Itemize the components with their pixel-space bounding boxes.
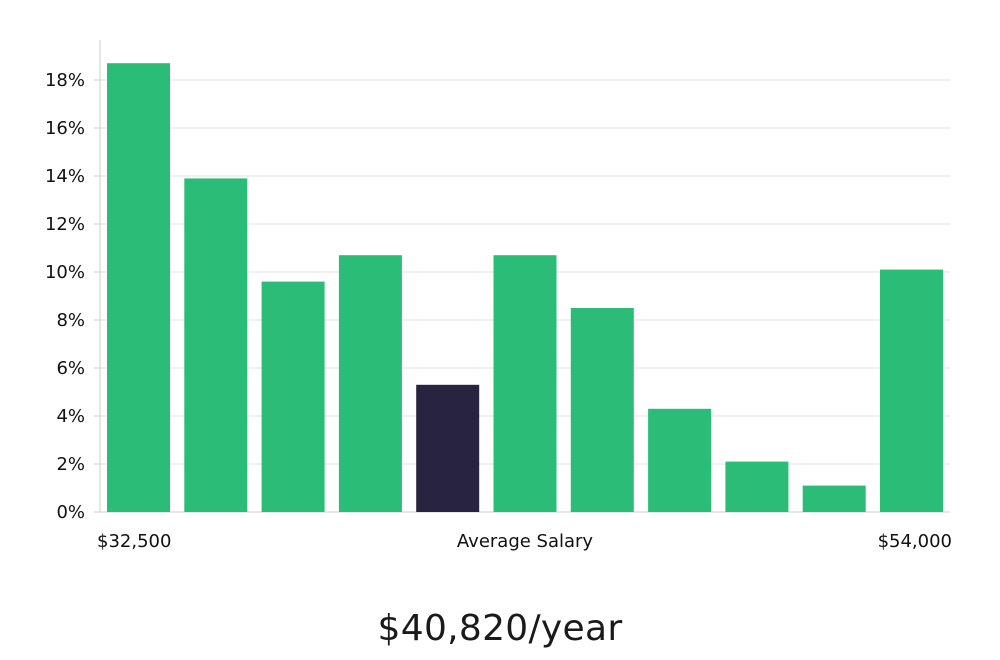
y-tick-label: 18%: [45, 70, 85, 91]
bar: [570, 308, 634, 512]
y-axis-ticks: 0% 2% 4% 6% 8% 10% 12% 14% 16% 18%: [45, 70, 100, 523]
y-tick-label: 14%: [45, 166, 85, 187]
bar: [338, 255, 402, 512]
y-tick-label: 12%: [45, 214, 85, 235]
bar: [493, 255, 557, 512]
x-label-min: $32,500: [97, 531, 171, 552]
bar: [261, 281, 325, 512]
bar-average-salary: [416, 384, 480, 512]
y-tick-label: 10%: [45, 262, 85, 283]
bar: [880, 269, 943, 512]
y-tick-label: 16%: [45, 118, 85, 139]
y-tick-label: 2%: [56, 454, 85, 475]
y-tick-label: 0%: [56, 502, 85, 523]
y-tick-label: 4%: [56, 406, 85, 427]
x-label-average: Average Salary: [457, 531, 594, 552]
average-salary-value: $40,820/year: [377, 608, 623, 649]
bars: [107, 63, 943, 512]
bar: [107, 63, 170, 512]
bar: [648, 408, 712, 512]
bar: [802, 485, 866, 512]
bar: [725, 461, 789, 512]
y-tick-label: 8%: [56, 310, 85, 331]
y-tick-label: 6%: [56, 358, 85, 379]
salary-histogram: 0% 2% 4% 6% 8% 10% 12% 14% 16% 18% $32,500 Averag…: [45, 40, 952, 552]
bar: [184, 178, 248, 512]
x-label-max: $54,000: [878, 531, 952, 552]
